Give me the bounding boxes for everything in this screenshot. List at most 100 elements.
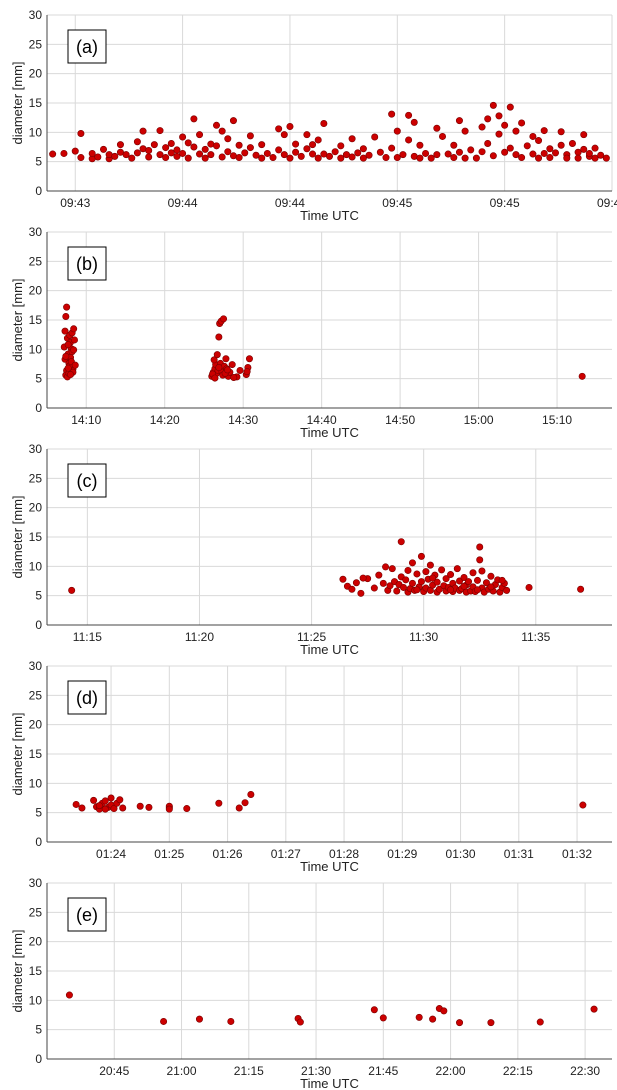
data-point [472, 154, 480, 162]
data-point [487, 572, 495, 580]
panel-c: 0 5 10 15 20 25 30 11:15 11:20 11:25 11:30 11:35 (c)… [10, 442, 612, 657]
y-tick-label: 15 [29, 530, 43, 544]
data-point [348, 153, 356, 161]
panel-label: (c) [77, 471, 98, 491]
data-point [518, 154, 526, 162]
data-points [49, 101, 610, 163]
data-point [314, 136, 322, 144]
data-point [465, 578, 473, 586]
data-point [95, 802, 103, 810]
x-tick-label: 14:10 [71, 413, 101, 427]
data-point [535, 137, 543, 145]
data-point [405, 111, 413, 119]
data-point [393, 127, 401, 135]
data-points [68, 538, 585, 597]
y-tick-label: 0 [35, 401, 42, 415]
panel-label-box [67, 29, 107, 64]
x-tick-label: 22:15 [503, 1064, 533, 1078]
data-point [489, 152, 497, 160]
data-point [597, 151, 605, 159]
data-point [258, 154, 266, 162]
data-point [501, 121, 509, 129]
data-point [506, 144, 514, 152]
data-point [63, 303, 71, 311]
data-point [546, 145, 554, 153]
data-point [404, 566, 412, 574]
data-point [447, 571, 455, 579]
y-tick-label: 10 [29, 776, 43, 790]
data-point [241, 799, 249, 807]
data-point [67, 371, 75, 379]
data-point [70, 336, 78, 344]
y-tick-label: 20 [29, 67, 43, 81]
data-point [591, 154, 599, 162]
data-point [413, 570, 421, 578]
x-tick-label: 01:25 [154, 847, 184, 861]
data-point [473, 576, 481, 584]
x-tick-label: 22:30 [570, 1064, 600, 1078]
y-tick-label: 0 [35, 1052, 42, 1066]
x-tick-label: 01:30 [446, 847, 476, 861]
data-point [476, 556, 484, 564]
data-point [122, 151, 130, 159]
x-tick-label: 01:27 [271, 847, 301, 861]
data-point [427, 154, 435, 162]
data-point [230, 373, 238, 381]
data-point [357, 589, 365, 597]
x-tick-label: 15:10 [542, 413, 572, 427]
x-tick-label: 21:00 [167, 1064, 197, 1078]
data-point [450, 154, 458, 162]
y-tick-label: 30 [29, 442, 43, 456]
data-point [246, 144, 254, 152]
y-tick-label: 15 [29, 313, 43, 327]
x-tick-label: 01:28 [329, 847, 359, 861]
data-point [386, 582, 394, 590]
data-point [145, 147, 153, 155]
data-point [292, 148, 300, 156]
x-tick-label: 11:20 [185, 630, 214, 644]
data-point [337, 142, 345, 150]
data-point [388, 144, 396, 152]
data-point [258, 141, 266, 149]
y-tick-label: 15 [29, 747, 43, 761]
data-point [139, 127, 147, 135]
data-point [156, 127, 164, 135]
data-point [450, 141, 458, 149]
data-point [210, 356, 218, 364]
data-point [433, 124, 441, 132]
data-point [224, 135, 232, 143]
data-point [447, 586, 455, 594]
data-point [94, 153, 102, 161]
data-point [590, 1005, 598, 1013]
y-tick-label: 30 [29, 225, 43, 239]
data-point [416, 141, 424, 149]
data-point [128, 154, 136, 162]
data-point [461, 154, 469, 162]
panel-a: 0 5 10 15 20 25 30 09:43 09:44 09:44 09:45 09:45 09:… [10, 8, 617, 223]
x-tick-label: 14:30 [228, 413, 258, 427]
data-point [495, 112, 503, 120]
data-point [440, 1007, 448, 1015]
panel-label: (e) [76, 905, 98, 925]
data-point [167, 149, 175, 157]
data-point [379, 579, 387, 587]
data-point [247, 790, 255, 798]
data-point [215, 333, 223, 341]
y-axis-label: diameter [mm] [10, 929, 25, 1012]
data-point [223, 366, 231, 374]
y-tick-label: 10 [29, 993, 43, 1007]
data-point [535, 154, 543, 162]
data-point [568, 139, 576, 147]
x-tick-label: 01:29 [387, 847, 417, 861]
panel-label: (d) [76, 688, 98, 708]
y-tick-label: 30 [29, 876, 43, 890]
data-point [331, 148, 339, 156]
data-point [325, 152, 333, 160]
data-point [393, 587, 401, 595]
data-point [150, 141, 158, 149]
data-point [320, 120, 328, 128]
data-point [506, 103, 514, 111]
data-point [101, 805, 109, 813]
data-point [215, 364, 223, 372]
